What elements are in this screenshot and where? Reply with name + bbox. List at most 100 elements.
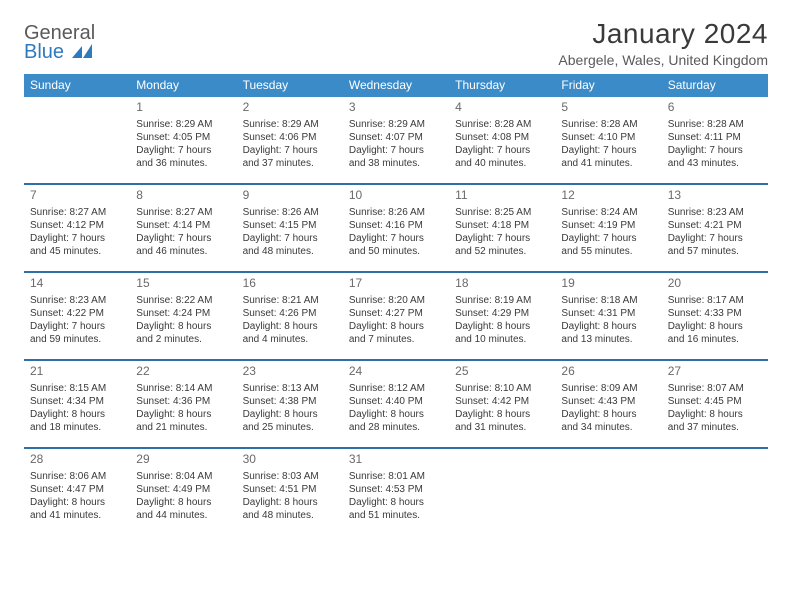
- daylight-line2: and 48 minutes.: [243, 509, 337, 522]
- day-cell: 18Sunrise: 8:19 AMSunset: 4:29 PMDayligh…: [449, 273, 555, 359]
- daylight-line2: and 45 minutes.: [30, 245, 124, 258]
- sunset-line: Sunset: 4:53 PM: [349, 483, 443, 496]
- sunrise-line: Sunrise: 8:29 AM: [349, 118, 443, 131]
- sunrise-line: Sunrise: 8:14 AM: [136, 382, 230, 395]
- daylight-line2: and 38 minutes.: [349, 157, 443, 170]
- daylight-line1: Daylight: 8 hours: [136, 320, 230, 333]
- daylight-line2: and 4 minutes.: [243, 333, 337, 346]
- sunset-line: Sunset: 4:36 PM: [136, 395, 230, 408]
- day-cell: 3Sunrise: 8:29 AMSunset: 4:07 PMDaylight…: [343, 97, 449, 183]
- logo-text-line2: Blue: [24, 43, 95, 62]
- day-number: 19: [561, 276, 655, 292]
- sunrise-line: Sunrise: 8:27 AM: [30, 206, 124, 219]
- day-cell: 19Sunrise: 8:18 AMSunset: 4:31 PMDayligh…: [555, 273, 661, 359]
- daylight-line2: and 52 minutes.: [455, 245, 549, 258]
- day-number: 30: [243, 452, 337, 468]
- day-number: 17: [349, 276, 443, 292]
- logo-text2: Blue: [24, 41, 64, 63]
- day-number: 12: [561, 188, 655, 204]
- day-number: 15: [136, 276, 230, 292]
- sunrise-line: Sunrise: 8:28 AM: [561, 118, 655, 131]
- day-number: 21: [30, 364, 124, 380]
- day-cell: 2Sunrise: 8:29 AMSunset: 4:06 PMDaylight…: [237, 97, 343, 183]
- daylight-line1: Daylight: 8 hours: [136, 496, 230, 509]
- day-cell: 17Sunrise: 8:20 AMSunset: 4:27 PMDayligh…: [343, 273, 449, 359]
- sunrise-line: Sunrise: 8:13 AM: [243, 382, 337, 395]
- daylight-line1: Daylight: 7 hours: [30, 320, 124, 333]
- sunrise-line: Sunrise: 8:25 AM: [455, 206, 549, 219]
- daylight-line2: and 16 minutes.: [668, 333, 762, 346]
- week-row: 1Sunrise: 8:29 AMSunset: 4:05 PMDaylight…: [24, 97, 768, 183]
- day-number: 4: [455, 100, 549, 116]
- daylight-line2: and 41 minutes.: [30, 509, 124, 522]
- day-cell: 11Sunrise: 8:25 AMSunset: 4:18 PMDayligh…: [449, 185, 555, 271]
- day-cell: 15 Sunrise: 8:22 AMSunset: 4:24 PMDayligh…: [130, 273, 236, 359]
- sunrise-line: Sunrise: 8:10 AM: [455, 382, 549, 395]
- day-number: 2: [243, 100, 337, 116]
- sunrise-line: Sunrise: 8:01 AM: [349, 470, 443, 483]
- day-number: 27: [668, 364, 762, 380]
- day-cell: 8Sunrise: 8:27 AMSunset: 4:14 PMDaylight…: [130, 185, 236, 271]
- day-number: 29: [136, 452, 230, 468]
- daylight-line2: and 18 minutes.: [30, 421, 124, 434]
- sunrise-line: Sunrise: 8:22 AM: [136, 294, 230, 307]
- sunset-line: Sunset: 4:15 PM: [243, 219, 337, 232]
- daylight-line2: and 57 minutes.: [668, 245, 762, 258]
- daylight-line2: and 44 minutes.: [136, 509, 230, 522]
- day-cell: 21Sunrise: 8:15 AMSunset: 4:34 PMDayligh…: [24, 361, 130, 447]
- sunset-line: Sunset: 4:24 PM: [136, 307, 230, 320]
- sunset-line: Sunset: 4:27 PM: [349, 307, 443, 320]
- sunrise-line: Sunrise: 8:04 AM: [136, 470, 230, 483]
- week-row: 21Sunrise: 8:15 AMSunset: 4:34 PMDayligh…: [24, 359, 768, 447]
- daylight-line1: Daylight: 8 hours: [30, 408, 124, 421]
- sunset-line: Sunset: 4:18 PM: [455, 219, 549, 232]
- calendar: Sunday Monday Tuesday Wednesday Thursday…: [24, 74, 768, 535]
- daylight-line1: Daylight: 7 hours: [455, 232, 549, 245]
- sunrise-line: Sunrise: 8:12 AM: [349, 382, 443, 395]
- week-row: 14Sunrise: 8:23 AMSunset: 4:22 PMDayligh…: [24, 271, 768, 359]
- day-cell: 5Sunrise: 8:28 AMSunset: 4:10 PMDaylight…: [555, 97, 661, 183]
- day-number: 31: [349, 452, 443, 468]
- sunset-line: Sunset: 4:47 PM: [30, 483, 124, 496]
- day-cell: 24Sunrise: 8:12 AMSunset: 4:40 PMDayligh…: [343, 361, 449, 447]
- sunset-line: Sunset: 4:33 PM: [668, 307, 762, 320]
- daylight-line1: Daylight: 7 hours: [561, 144, 655, 157]
- daylight-line2: and 40 minutes.: [455, 157, 549, 170]
- day-number: 25: [455, 364, 549, 380]
- day-number: 23: [243, 364, 337, 380]
- daylight-line2: and 46 minutes.: [136, 245, 230, 258]
- daylight-line1: Daylight: 8 hours: [243, 320, 337, 333]
- daylight-line2: and 41 minutes.: [561, 157, 655, 170]
- day-cell: [24, 97, 130, 183]
- week-row: 7Sunrise: 8:27 AMSunset: 4:12 PMDaylight…: [24, 183, 768, 271]
- sunset-line: Sunset: 4:16 PM: [349, 219, 443, 232]
- day-number: 10: [349, 188, 443, 204]
- day-cell: 29Sunrise: 8:04 AMSunset: 4:49 PMDayligh…: [130, 449, 236, 535]
- sunset-line: Sunset: 4:40 PM: [349, 395, 443, 408]
- logo-text-block: General Blue: [24, 24, 95, 62]
- sunrise-line: Sunrise: 8:18 AM: [561, 294, 655, 307]
- dow-wed: Wednesday: [343, 74, 449, 97]
- daylight-line2: and 36 minutes.: [136, 157, 230, 170]
- sunset-line: Sunset: 4:34 PM: [30, 395, 124, 408]
- daylight-line2: and 7 minutes.: [349, 333, 443, 346]
- dow-sat: Saturday: [662, 74, 768, 97]
- daylight-line1: Daylight: 8 hours: [455, 408, 549, 421]
- daylight-line2: and 31 minutes.: [455, 421, 549, 434]
- day-number: 18: [455, 276, 549, 292]
- day-cell: 28Sunrise: 8:06 AMSunset: 4:47 PMDayligh…: [24, 449, 130, 535]
- daylight-line1: Daylight: 8 hours: [455, 320, 549, 333]
- sunset-line: Sunset: 4:42 PM: [455, 395, 549, 408]
- logo: General Blue: [24, 18, 95, 62]
- day-number: 24: [349, 364, 443, 380]
- week-row: 28Sunrise: 8:06 AMSunset: 4:47 PMDayligh…: [24, 447, 768, 535]
- sunrise-line: Sunrise: 8:28 AM: [455, 118, 549, 131]
- day-number: 16: [243, 276, 337, 292]
- daylight-line2: and 55 minutes.: [561, 245, 655, 258]
- day-cell: 4Sunrise: 8:28 AMSunset: 4:08 PMDaylight…: [449, 97, 555, 183]
- daylight-line2: and 2 minutes.: [136, 333, 230, 346]
- day-cell: [449, 449, 555, 535]
- day-cell: 1Sunrise: 8:29 AMSunset: 4:05 PMDaylight…: [130, 97, 236, 183]
- sunset-line: Sunset: 4:29 PM: [455, 307, 549, 320]
- sunrise-line: Sunrise: 8:03 AM: [243, 470, 337, 483]
